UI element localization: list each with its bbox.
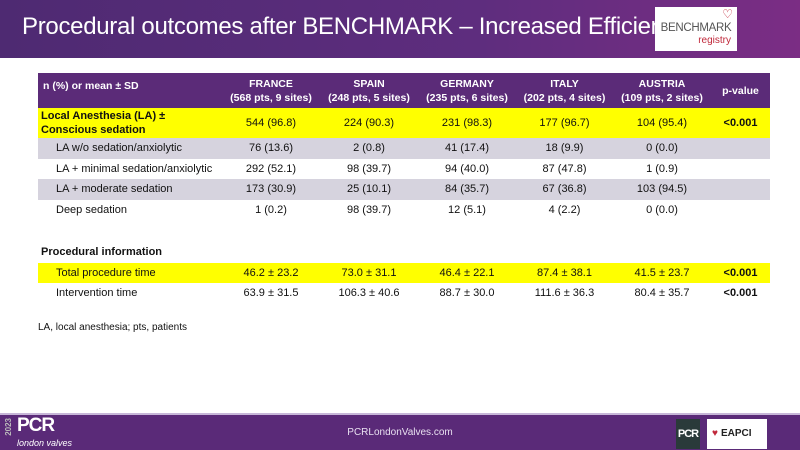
cell-value: 103 (94.5) <box>613 179 711 200</box>
cell-value: 98 (39.7) <box>346 203 392 216</box>
header-name: ITALY <box>550 77 579 90</box>
table-row: Total procedure time 46.2 ± 23.2 73.0 ± 31… <box>38 262 770 283</box>
cell-value: 87 (47.8) <box>542 162 587 175</box>
pcr-logo: PCR <box>17 415 55 436</box>
p-value: <0.001 <box>711 108 770 138</box>
cell-value: 544 (96.8) <box>222 108 320 138</box>
cell-value: 84 (35.7) <box>418 179 516 200</box>
header-name: p-value <box>722 84 759 97</box>
table-row: Intervention time 63.9 ± 31.5 106.3 ± 40.6… <box>38 283 770 304</box>
heart-icon: ♡ <box>722 7 733 21</box>
column-header: GERMANY (235 pts, 6 sites) <box>418 73 516 108</box>
row-label: LA + moderate sedation <box>38 179 222 200</box>
eapci-text: EAPCI <box>720 428 752 439</box>
header-name: GERMANY <box>440 77 494 90</box>
table-row: Deep sedation 1 (0.2) 98 (39.7) 12 (5.1) 4 (… <box>38 200 770 221</box>
cell-value: 104 (95.4) <box>613 108 711 138</box>
cell-value: 0 (0.0) <box>613 138 711 159</box>
heart-icon: ♥ <box>712 428 718 439</box>
cell-value: 87.4 ± 38.1 <box>516 262 613 283</box>
column-header: ITALY (202 pts, 4 sites) <box>516 73 613 108</box>
header-sub: (248 pts, 5 sites) <box>328 91 410 104</box>
table-row: LA + minimal sedation/anxiolytic 292 (52.… <box>38 159 770 180</box>
row-label: Local Anesthesia (LA) ± Conscious sedati… <box>38 108 222 138</box>
header-name: n (%) or mean ± SD <box>43 80 139 92</box>
benchmark-registry-logo: ♡ BENCHMARK registry <box>655 7 737 51</box>
cell-value: 177 (96.7) <box>516 108 613 138</box>
column-header: n (%) or mean ± SD <box>38 73 222 108</box>
cell-value: 88.7 ± 30.0 <box>439 287 495 300</box>
header-sub: (109 pts, 2 sites) <box>621 91 703 104</box>
row-label: LA + minimal sedation/anxiolytic <box>56 162 213 175</box>
cell-value: 1 (0.9) <box>646 162 678 175</box>
footer: 2023 PCR london valves PCRLondonValves.c… <box>0 413 800 450</box>
logo-subtext: registry <box>698 35 731 46</box>
outcomes-table: n (%) or mean ± SD FRANCE (568 pts, 9 site… <box>38 73 770 304</box>
cell-value: 41.5 ± 23.7 <box>613 262 711 283</box>
p-value: <0.001 <box>711 262 770 283</box>
cell-value: 224 (90.3) <box>320 108 418 138</box>
row-label: Intervention time <box>56 287 138 300</box>
footer-url[interactable]: PCRLondonValves.com <box>347 427 453 438</box>
cell-value: 12 (5.1) <box>448 203 486 216</box>
table-row: LA w/o sedation/anxiolytic 76 (13.6) 2 (0.… <box>38 138 770 159</box>
header-sub: (202 pts, 4 sites) <box>523 91 606 104</box>
row-label: Deep sedation <box>56 203 127 216</box>
p-value <box>711 179 770 200</box>
title-bar: Procedural outcomes after BENCHMARK – In… <box>0 0 800 58</box>
row-label: Total procedure time <box>38 262 222 283</box>
table-row: LA + moderate sedation 173 (30.9) 25 (10.1… <box>38 179 770 200</box>
p-value <box>711 159 770 180</box>
cell-value: 46.4 ± 22.1 <box>418 262 516 283</box>
cell-value: 1 (0.2) <box>255 203 287 216</box>
cell-value: 0 (0.0) <box>646 203 678 216</box>
cell-value: 173 (30.9) <box>222 179 320 200</box>
cell-value: 106.3 ± 40.6 <box>338 287 400 300</box>
column-header: FRANCE (568 pts, 9 sites) <box>222 73 320 108</box>
cell-value: 67 (36.8) <box>516 179 613 200</box>
spacer-cell <box>38 220 770 242</box>
cell-value: 2 (0.8) <box>320 138 418 159</box>
pcr-small-logo: PCR <box>676 419 700 449</box>
footer-year: 2023 <box>4 418 13 436</box>
cell-value: 25 (10.1) <box>320 179 418 200</box>
column-header: SPAIN (248 pts, 5 sites) <box>320 73 418 108</box>
column-header: AUSTRIA (109 pts, 2 sites) <box>613 73 711 108</box>
header-sub: (235 pts, 6 sites) <box>426 91 508 104</box>
cell-value: 46.2 ± 23.2 <box>222 262 320 283</box>
footnote: LA, local anesthesia; pts, patients <box>38 322 187 333</box>
p-value: <0.001 <box>723 287 758 300</box>
pcr-logo-subtitle: london valves <box>17 438 73 448</box>
slide-title: Procedural outcomes after BENCHMARK – In… <box>22 13 688 40</box>
cell-value: 292 (52.1) <box>245 162 297 175</box>
eapci-logo: ♥ EAPCI <box>707 419 767 449</box>
cell-value: 94 (40.0) <box>444 162 490 175</box>
cell-value: 231 (98.3) <box>418 108 516 138</box>
cell-value: 4 (2.2) <box>548 203 581 216</box>
cell-value: 73.0 ± 31.1 <box>320 262 418 283</box>
cell-value: 80.4 ± 35.7 <box>634 287 690 300</box>
cell-value: 111.6 ± 36.3 <box>534 287 595 300</box>
header-name: SPAIN <box>353 77 385 90</box>
logo-text: BENCHMARK <box>660 22 732 34</box>
table-row: Local Anesthesia (LA) ± Conscious sedati… <box>38 108 770 138</box>
header-name: FRANCE <box>249 77 293 90</box>
cell-value: 76 (13.6) <box>222 138 320 159</box>
header-sub: (568 pts, 9 sites) <box>230 91 312 104</box>
header-name: AUSTRIA <box>638 77 686 90</box>
cell-value: 63.9 ± 31.5 <box>243 287 299 300</box>
p-value <box>711 200 770 221</box>
cell-value: 41 (17.4) <box>418 138 516 159</box>
p-value <box>711 138 770 159</box>
column-header: p-value <box>711 73 770 108</box>
row-label: LA w/o sedation/anxiolytic <box>38 138 222 159</box>
cell-value: 98 (39.7) <box>346 162 392 175</box>
section-heading: Procedural information <box>41 246 163 259</box>
cell-value: 18 (9.9) <box>516 138 613 159</box>
